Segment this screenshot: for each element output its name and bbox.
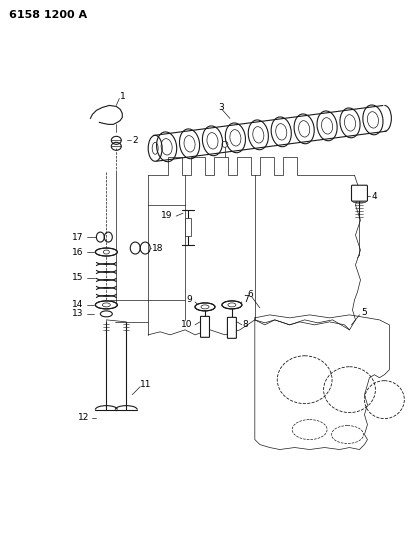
Text: 10: 10 (180, 320, 191, 329)
Ellipse shape (95, 301, 117, 309)
FancyBboxPatch shape (351, 185, 366, 201)
Text: 11: 11 (140, 380, 151, 389)
Text: 5: 5 (361, 309, 366, 317)
Text: 14: 14 (72, 301, 83, 309)
Text: 9: 9 (186, 295, 191, 304)
Text: 1: 1 (120, 92, 126, 101)
Text: 3: 3 (218, 103, 223, 112)
Polygon shape (90, 106, 122, 124)
Ellipse shape (95, 248, 117, 256)
Text: 16: 16 (72, 247, 84, 256)
Text: 13: 13 (72, 309, 84, 318)
Text: 2: 2 (132, 136, 137, 145)
FancyBboxPatch shape (227, 317, 236, 338)
Text: 18: 18 (152, 244, 163, 253)
Text: 19: 19 (160, 211, 172, 220)
Text: 6158 1200 A: 6158 1200 A (9, 10, 87, 20)
Text: 8: 8 (242, 320, 248, 329)
Text: 6: 6 (247, 290, 253, 300)
Text: 4: 4 (371, 192, 376, 201)
Text: 15: 15 (72, 273, 84, 282)
FancyBboxPatch shape (200, 317, 209, 337)
Text: 12: 12 (78, 413, 90, 422)
FancyBboxPatch shape (184, 218, 191, 236)
Ellipse shape (221, 301, 241, 309)
Text: 17: 17 (72, 232, 84, 241)
Text: 7: 7 (242, 295, 248, 304)
Ellipse shape (195, 303, 214, 311)
